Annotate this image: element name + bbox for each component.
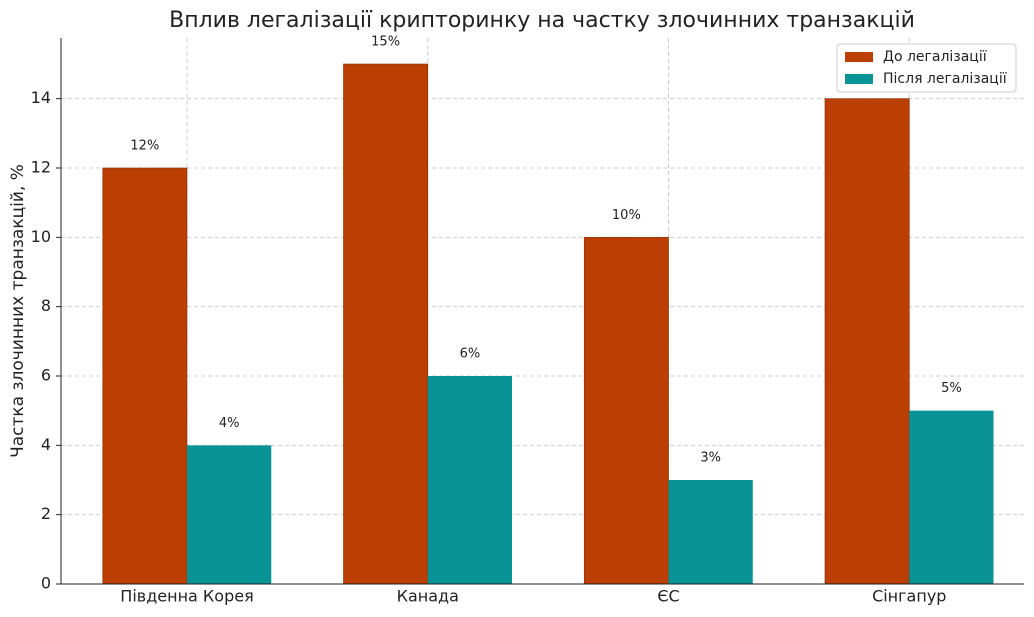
legend-label: Після легалізації (883, 71, 1007, 87)
value-label: 3% (700, 451, 721, 466)
y-tick-label: 4 (41, 435, 51, 454)
value-label: 6% (460, 347, 481, 362)
value-label: 4% (219, 416, 240, 431)
bar (187, 445, 272, 584)
y-tick-label: 10 (31, 227, 51, 246)
legend-label: До легалізації (883, 49, 987, 65)
y-tick-label: 8 (41, 296, 51, 315)
bar (343, 63, 429, 585)
value-label: 10% (612, 208, 641, 223)
y-axis-label: Частка злочинних транзакцій, % (8, 164, 28, 458)
legend-swatch (845, 52, 873, 62)
legend-box (836, 43, 1017, 93)
x-tick-label: Південна Корея (120, 587, 253, 606)
bar (668, 480, 753, 584)
y-tick-label: 0 (41, 574, 51, 593)
bar (102, 167, 188, 585)
bar (583, 237, 669, 585)
value-label: 12% (130, 139, 159, 154)
y-tick-label: 6 (41, 366, 51, 385)
value-label: 15% (371, 35, 400, 50)
x-tick-label: ЄС (657, 587, 679, 606)
chart-title: Вплив легалізації крипторинку на частку … (169, 8, 915, 33)
x-tick-label: Канада (397, 587, 459, 606)
y-tick-label: 12 (31, 158, 51, 177)
legend: До легалізації Після легалізації (836, 43, 1017, 93)
x-tick-label: Сінгапур (872, 587, 946, 606)
bar (909, 410, 994, 584)
value-label: 5% (941, 381, 962, 396)
bar (824, 98, 910, 585)
legend-swatch (845, 74, 873, 84)
y-tick-label: 14 (31, 88, 51, 107)
y-tick-label: 2 (41, 504, 51, 523)
bar (427, 376, 513, 584)
